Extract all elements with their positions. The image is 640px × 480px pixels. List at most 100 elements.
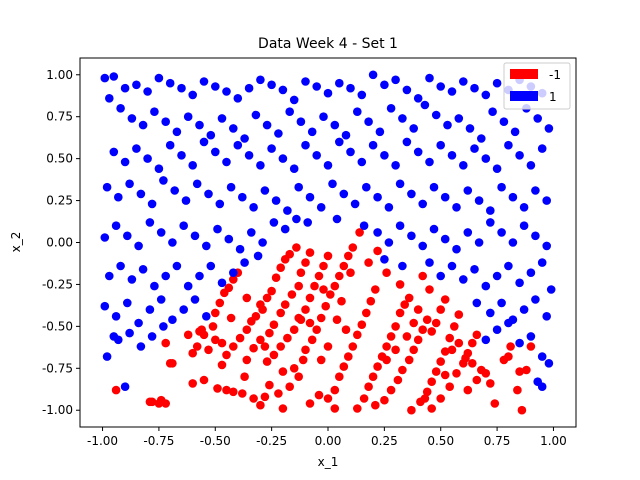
point-class-neg bbox=[504, 352, 513, 361]
point-class-pos bbox=[481, 154, 491, 163]
point-class-pos bbox=[420, 100, 430, 110]
point-class-neg bbox=[371, 400, 380, 410]
point-class-pos bbox=[531, 231, 540, 241]
point-class-neg bbox=[314, 271, 324, 281]
point-class-pos bbox=[181, 196, 191, 205]
point-class-pos bbox=[256, 161, 265, 170]
point-class-pos bbox=[537, 352, 547, 361]
point-class-pos bbox=[384, 238, 394, 247]
point-class-pos bbox=[409, 124, 419, 133]
point-class-neg bbox=[280, 300, 290, 309]
point-class-pos bbox=[312, 151, 322, 160]
point-class-pos bbox=[240, 258, 249, 267]
point-class-neg bbox=[301, 305, 310, 314]
point-class-neg bbox=[395, 280, 405, 289]
point-class-neg bbox=[312, 325, 322, 335]
point-class-pos bbox=[116, 261, 125, 271]
point-class-pos bbox=[492, 164, 502, 173]
point-class-neg bbox=[298, 355, 308, 365]
point-class-neg bbox=[301, 258, 310, 267]
y-tick-label: -1.00 bbox=[42, 403, 73, 417]
point-class-pos bbox=[481, 281, 491, 291]
point-class-neg bbox=[452, 369, 461, 378]
point-class-neg bbox=[269, 350, 279, 360]
point-class-neg bbox=[420, 394, 430, 403]
point-class-neg bbox=[526, 342, 536, 351]
point-class-neg bbox=[249, 394, 258, 403]
point-class-pos bbox=[492, 271, 502, 281]
legend-label-neg: -1 bbox=[549, 68, 561, 82]
point-class-pos bbox=[402, 85, 412, 95]
point-class-pos bbox=[526, 268, 536, 278]
point-class-pos bbox=[508, 238, 518, 247]
point-class-neg bbox=[353, 404, 362, 413]
point-class-neg bbox=[199, 330, 209, 340]
point-class-pos bbox=[111, 221, 121, 230]
x-axis-ticks: -1.00 -0.75 -0.50 -0.25 0.00 0.25 0.50 0.75 1.00 bbox=[87, 427, 567, 448]
point-class-pos bbox=[492, 325, 502, 335]
point-class-pos bbox=[364, 117, 373, 126]
x-tick-label: 0.50 bbox=[427, 434, 454, 448]
point-class-pos bbox=[267, 144, 276, 153]
point-class-pos bbox=[136, 189, 146, 199]
legend-swatch-neg bbox=[510, 69, 538, 79]
point-class-pos bbox=[447, 261, 457, 271]
point-class-pos bbox=[179, 305, 188, 314]
point-class-neg bbox=[468, 338, 477, 348]
point-class-neg bbox=[431, 318, 441, 328]
point-class-neg bbox=[373, 246, 382, 256]
point-class-pos bbox=[429, 182, 439, 192]
point-class-pos bbox=[436, 140, 446, 150]
point-class-pos bbox=[542, 196, 551, 205]
point-class-neg bbox=[418, 325, 428, 335]
y-tick-label: 0.00 bbox=[46, 236, 73, 250]
point-class-neg bbox=[258, 305, 267, 314]
point-class-pos bbox=[346, 83, 355, 93]
point-class-pos bbox=[109, 332, 119, 341]
point-class-neg bbox=[161, 338, 170, 348]
point-class-neg bbox=[427, 327, 437, 336]
point-class-neg bbox=[276, 308, 286, 318]
point-class-pos bbox=[150, 107, 159, 116]
point-class-neg bbox=[427, 377, 437, 387]
point-class-neg bbox=[454, 310, 464, 319]
point-class-pos bbox=[161, 117, 170, 126]
point-class-pos bbox=[526, 332, 536, 341]
point-class-pos bbox=[373, 192, 382, 202]
point-class-neg bbox=[468, 359, 477, 368]
point-class-pos bbox=[156, 228, 166, 237]
x-tick-label: -1.00 bbox=[87, 434, 118, 448]
point-class-pos bbox=[339, 189, 349, 199]
point-class-pos bbox=[515, 151, 524, 160]
y-tick-label: 0.25 bbox=[46, 194, 73, 208]
point-class-pos bbox=[206, 130, 216, 140]
point-class-neg bbox=[339, 362, 349, 371]
point-class-neg bbox=[242, 293, 252, 303]
x-tick-label: 1.00 bbox=[540, 434, 567, 448]
point-class-neg bbox=[217, 338, 227, 348]
point-class-neg bbox=[346, 268, 355, 278]
point-class-pos bbox=[147, 199, 157, 209]
point-class-pos bbox=[486, 206, 495, 215]
point-class-neg bbox=[436, 357, 446, 366]
point-class-pos bbox=[199, 77, 209, 86]
point-class-neg bbox=[307, 335, 317, 345]
point-class-pos bbox=[470, 144, 479, 153]
point-class-pos bbox=[188, 90, 197, 100]
point-class-pos bbox=[335, 78, 344, 88]
point-class-pos bbox=[544, 359, 554, 368]
point-class-pos bbox=[199, 137, 209, 147]
point-class-pos bbox=[109, 72, 119, 81]
point-class-neg bbox=[422, 315, 432, 325]
point-class-pos bbox=[477, 134, 486, 143]
point-class-neg bbox=[285, 382, 295, 392]
point-class-neg bbox=[226, 313, 236, 323]
point-class-pos bbox=[179, 221, 188, 230]
point-class-pos bbox=[222, 87, 231, 96]
point-class-pos bbox=[120, 382, 130, 392]
point-class-pos bbox=[510, 127, 520, 137]
point-class-pos bbox=[100, 301, 110, 311]
point-class-pos bbox=[470, 265, 479, 274]
point-class-pos bbox=[253, 251, 263, 261]
point-class-neg bbox=[407, 405, 416, 415]
